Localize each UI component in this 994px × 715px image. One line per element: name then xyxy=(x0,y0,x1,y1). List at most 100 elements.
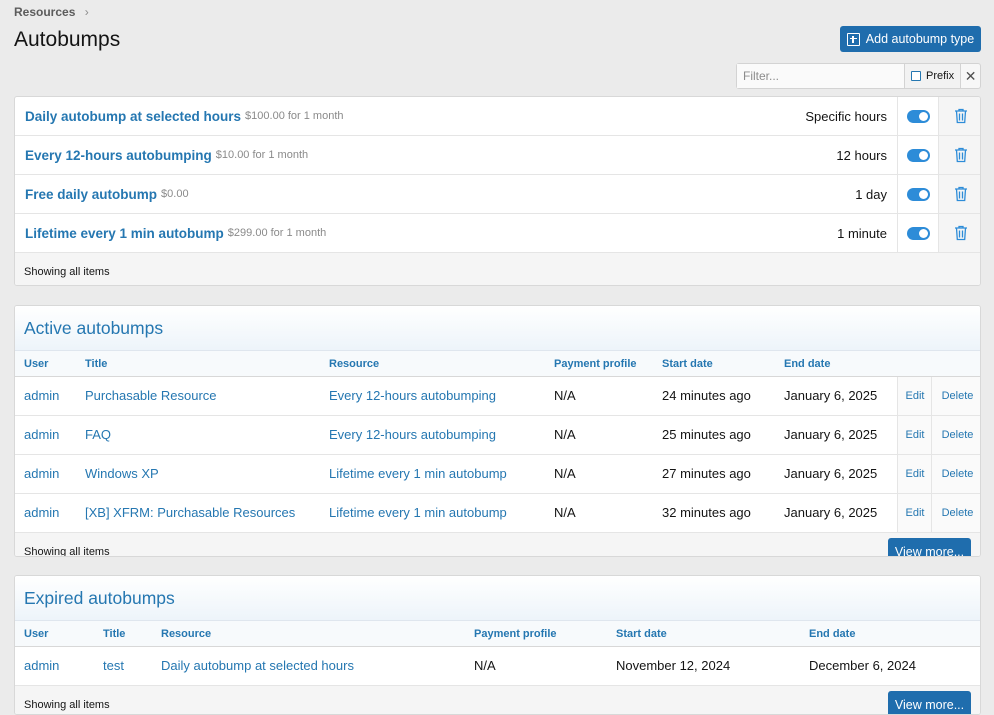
enabled-toggle[interactable] xyxy=(907,148,930,162)
table-header: User Title Resource Payment profile Star… xyxy=(15,621,980,647)
clear-filter-icon[interactable]: ✕ xyxy=(960,64,980,88)
resource-link[interactable]: Every 12-hours autobumping xyxy=(329,427,496,442)
user-link[interactable]: admin xyxy=(24,427,60,442)
prefix-toggle[interactable]: Prefix xyxy=(904,64,961,88)
end-date: January 6, 2025 xyxy=(784,427,878,442)
table-row: admin Windows XP Lifetime every 1 min au… xyxy=(15,455,980,494)
payment-profile: N/A xyxy=(554,466,576,481)
col-start-date: Start date xyxy=(662,358,713,370)
title-link[interactable]: Purchasable Resource xyxy=(85,388,217,403)
title-link[interactable]: test xyxy=(103,658,124,673)
user-link[interactable]: admin xyxy=(24,466,60,481)
resource-link[interactable]: Daily autobump at selected hours xyxy=(161,658,354,673)
toggle-cell xyxy=(897,136,939,174)
active-autobumps-block: Active autobumps User Title Resource Pay… xyxy=(14,305,981,557)
title-link[interactable]: [XB] XFRM: Purchasable Resources xyxy=(85,505,296,520)
add-autobump-type-button[interactable]: Add autobump type xyxy=(840,26,981,52)
list-item: Lifetime every 1 min autobump $299.00 fo… xyxy=(15,214,980,253)
payment-profile: N/A xyxy=(474,658,496,673)
col-resource: Resource xyxy=(329,358,380,370)
resource-link[interactable]: Every 12-hours autobumping xyxy=(329,388,496,403)
col-payment-profile: Payment profile xyxy=(474,628,557,640)
showing-all-items: Showing all items xyxy=(24,265,110,278)
payment-profile: N/A xyxy=(554,427,576,442)
delete-button[interactable]: Delete xyxy=(931,416,980,454)
enabled-toggle[interactable] xyxy=(907,226,930,240)
prefix-label: Prefix xyxy=(926,70,955,82)
type-name-link[interactable]: Daily autobump at selected hours xyxy=(25,108,242,124)
start-date: 25 minutes ago xyxy=(662,427,751,442)
delete-button[interactable]: Delete xyxy=(931,455,980,493)
page-title: Autobumps xyxy=(14,28,121,51)
breadcrumb-resources-link[interactable]: Resources xyxy=(14,5,76,19)
edit-button[interactable]: Edit xyxy=(897,416,932,454)
enabled-toggle[interactable] xyxy=(907,187,930,201)
edit-button[interactable]: Edit xyxy=(897,377,932,415)
active-autobumps-title: Active autobumps xyxy=(15,306,980,351)
delete-cell xyxy=(938,175,980,213)
start-date: 27 minutes ago xyxy=(662,466,751,481)
col-end-date: End date xyxy=(809,628,856,640)
col-payment-profile: Payment profile xyxy=(554,358,637,370)
trash-icon[interactable] xyxy=(954,186,968,202)
table-header: User Title Resource Payment profile Star… xyxy=(15,351,980,377)
table-row: admin FAQ Every 12-hours autobumping N/A… xyxy=(15,416,980,455)
table-row: admin [XB] XFRM: Purchasable Resources L… xyxy=(15,494,980,533)
trash-icon[interactable] xyxy=(954,225,968,241)
edit-button[interactable]: Edit xyxy=(897,494,932,532)
expired-autobumps-block: Expired autobumps User Title Resource Pa… xyxy=(14,575,981,715)
title-link[interactable]: FAQ xyxy=(85,427,112,442)
trash-icon[interactable] xyxy=(954,147,968,163)
resource-link[interactable]: Lifetime every 1 min autobump xyxy=(329,466,507,481)
type-interval: 12 hours xyxy=(836,147,887,163)
type-name-link[interactable]: Lifetime every 1 min autobump xyxy=(25,225,224,241)
type-name-link[interactable]: Free daily autobump xyxy=(25,186,158,202)
delete-button[interactable]: Delete xyxy=(931,494,980,532)
table-row: admin Purchasable Resource Every 12-hour… xyxy=(15,377,980,416)
expired-footer: Showing all items View more... xyxy=(15,686,980,714)
view-more-button[interactable]: View more... xyxy=(888,538,971,556)
chevron-right-icon: › xyxy=(84,5,89,19)
add-autobump-type-label: Add autobump type xyxy=(865,32,975,46)
edit-button[interactable]: Edit xyxy=(897,455,932,493)
end-date: January 6, 2025 xyxy=(784,505,878,520)
toggle-cell xyxy=(897,214,939,252)
showing-all-items: Showing all items xyxy=(24,546,110,557)
type-interval: Specific hours xyxy=(805,108,887,124)
list-item: Free daily autobump $0.00 1 day xyxy=(15,175,980,214)
delete-cell xyxy=(938,136,980,174)
delete-button[interactable]: Delete xyxy=(931,377,980,415)
type-interval: 1 day xyxy=(855,186,887,202)
type-price: $299.00 for 1 month xyxy=(227,227,327,239)
filter-input[interactable] xyxy=(737,64,904,88)
end-date: January 6, 2025 xyxy=(784,388,878,403)
delete-cell xyxy=(938,214,980,252)
enabled-toggle[interactable] xyxy=(907,109,930,123)
trash-icon[interactable] xyxy=(954,108,968,124)
col-title: Title xyxy=(85,358,108,370)
col-user: User xyxy=(24,628,49,640)
toggle-cell xyxy=(897,175,939,213)
col-end-date: End date xyxy=(784,358,831,370)
user-link[interactable]: admin xyxy=(24,505,60,520)
col-user: User xyxy=(24,358,49,370)
title-link[interactable]: Windows XP xyxy=(85,466,159,481)
autobump-types-list: Daily autobump at selected hours $100.00… xyxy=(14,96,981,286)
type-interval: 1 minute xyxy=(837,225,887,241)
view-more-button[interactable]: View more... xyxy=(888,691,971,714)
prefix-checkbox[interactable] xyxy=(911,71,921,81)
table-row: admin test Daily autobump at selected ho… xyxy=(15,647,980,686)
type-name-link[interactable]: Every 12-hours autobumping xyxy=(25,147,212,163)
expired-autobumps-title: Expired autobumps xyxy=(15,576,980,621)
delete-cell xyxy=(938,97,980,135)
payment-profile: N/A xyxy=(554,388,576,403)
resource-link[interactable]: Lifetime every 1 min autobump xyxy=(329,505,507,520)
type-price: $10.00 for 1 month xyxy=(215,149,309,161)
list-item: Every 12-hours autobumping $10.00 for 1 … xyxy=(15,136,980,175)
list-footer: Showing all items xyxy=(15,253,980,285)
user-link[interactable]: admin xyxy=(24,658,60,673)
col-title: Title xyxy=(103,628,126,640)
start-date: November 12, 2024 xyxy=(616,658,731,673)
payment-profile: N/A xyxy=(554,505,576,520)
user-link[interactable]: admin xyxy=(24,388,60,403)
